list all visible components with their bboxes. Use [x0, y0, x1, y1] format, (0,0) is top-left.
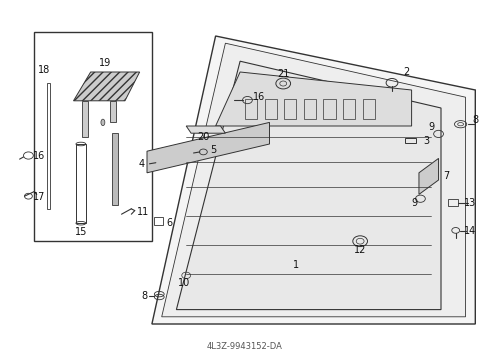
- Polygon shape: [162, 43, 466, 317]
- Text: 21: 21: [277, 69, 290, 79]
- Bar: [323, 99, 336, 119]
- Text: 2: 2: [404, 67, 410, 77]
- Bar: [245, 99, 257, 119]
- Text: 3: 3: [423, 136, 429, 146]
- Polygon shape: [419, 158, 439, 194]
- Bar: [284, 99, 296, 119]
- Polygon shape: [176, 61, 441, 310]
- Text: 12: 12: [354, 245, 367, 255]
- Polygon shape: [147, 122, 270, 173]
- Polygon shape: [216, 72, 412, 126]
- Text: 20: 20: [197, 132, 210, 142]
- Text: 19: 19: [99, 58, 111, 68]
- Text: 6: 6: [166, 218, 172, 228]
- Polygon shape: [186, 126, 225, 133]
- Text: 13: 13: [465, 198, 476, 208]
- Text: 7: 7: [443, 171, 449, 181]
- Bar: [110, 101, 116, 122]
- Ellipse shape: [101, 119, 105, 126]
- Text: 15: 15: [74, 227, 87, 237]
- Text: 9: 9: [411, 198, 417, 208]
- Bar: [112, 133, 118, 205]
- Text: 9: 9: [428, 122, 434, 132]
- Text: 16: 16: [33, 150, 45, 161]
- Text: 5: 5: [210, 145, 216, 155]
- Text: 4: 4: [139, 159, 145, 169]
- Text: 4L3Z-9943152-DA: 4L3Z-9943152-DA: [207, 342, 283, 351]
- Bar: [47, 83, 50, 209]
- Bar: [343, 99, 355, 119]
- Bar: [363, 99, 375, 119]
- Bar: [265, 99, 277, 119]
- Text: 17: 17: [33, 192, 46, 202]
- Bar: [304, 99, 316, 119]
- Text: 1: 1: [294, 260, 299, 270]
- Bar: [154, 217, 163, 225]
- Text: 8: 8: [142, 291, 147, 301]
- Text: 18: 18: [38, 65, 50, 75]
- Polygon shape: [152, 36, 475, 324]
- Text: 16: 16: [253, 92, 265, 102]
- Bar: [448, 199, 458, 206]
- Polygon shape: [74, 72, 140, 101]
- Text: 8: 8: [472, 114, 478, 125]
- Bar: [76, 144, 86, 223]
- Text: 10: 10: [177, 278, 190, 288]
- Text: 14: 14: [465, 226, 476, 236]
- Bar: [82, 101, 88, 137]
- Bar: [405, 138, 416, 143]
- Text: 11: 11: [137, 207, 149, 217]
- Bar: [34, 32, 152, 241]
